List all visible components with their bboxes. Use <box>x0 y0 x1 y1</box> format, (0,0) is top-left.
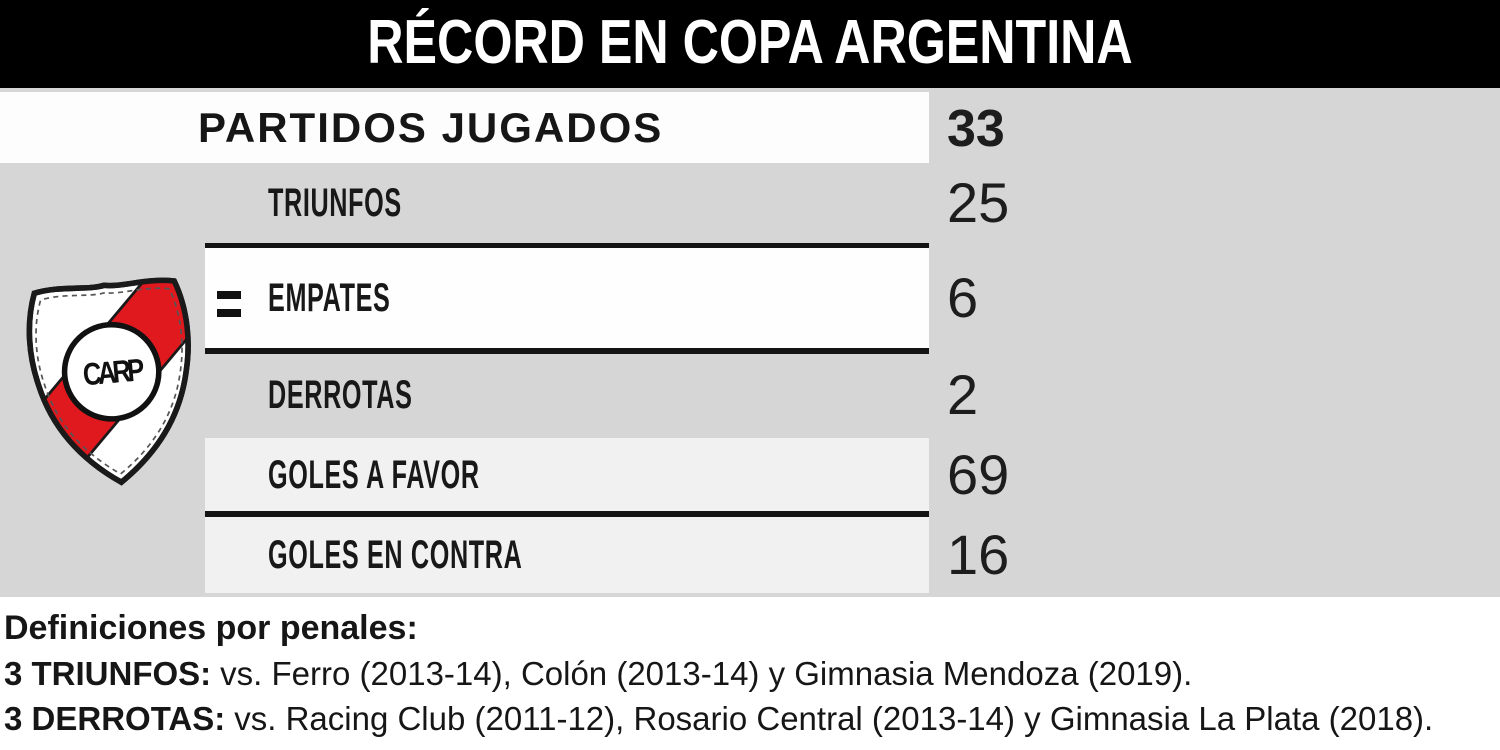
equals-icon-bar <box>217 309 241 317</box>
penalty-wins-text: vs. Ferro (2013-14), Colón (2013-14) y G… <box>220 655 1193 692</box>
stat-label-goles-en-contra: GOLES EN CONTRA <box>268 533 523 577</box>
stat-row-empates-labelwrap: EMPATES <box>268 276 462 320</box>
stat-label-triunfos: TRIUNFOS <box>268 181 402 225</box>
row-divider-line <box>205 511 929 517</box>
penalty-losses-lead: 3 DERROTAS: <box>4 700 226 737</box>
stat-row-goles-a-favor: GOLES A FAVOR <box>205 438 929 511</box>
stat-label-derrotas: DERROTAS <box>268 373 413 417</box>
stat-row-goles-a-favor-labelwrap: GOLES A FAVOR <box>268 453 604 497</box>
stat-label-empates: EMPATES <box>268 276 391 320</box>
stat-row-goles-en-contra-labelwrap: GOLES EN CONTRA <box>268 533 672 577</box>
river-plate-crest-svg: CARP <box>25 277 201 490</box>
stat-value-goles-en-contra: 16 <box>947 523 1010 586</box>
monogram-circle <box>61 321 162 422</box>
stat-value-partidos-jugados: 33 <box>947 100 1005 158</box>
title-bar: RÉCORD EN COPA ARGENTINA <box>0 0 1500 88</box>
penalty-wins-line: 3 TRIUNFOS: vs. Ferro (2013-14), Colón (2… <box>4 651 1500 696</box>
stat-value-derrotas: 2 <box>947 363 979 426</box>
equals-icon-bar <box>217 291 241 299</box>
page-title: RÉCORD EN COPA ARGENTINA <box>367 8 1133 77</box>
equals-icon <box>217 291 241 317</box>
stat-row-goles-en-contra: GOLES EN CONTRA <box>205 517 929 593</box>
stitching-line <box>35 287 183 475</box>
monogram-text: CARP <box>81 353 145 393</box>
stat-row-derrotas: DERROTAS <box>268 373 497 417</box>
penalty-losses-line: 3 DERROTAS: vs. Racing Club (2011-12), Ro… <box>4 696 1500 741</box>
stat-label-goles-a-favor: GOLES A FAVOR <box>268 452 480 497</box>
stat-label-partidos-jugados: PARTIDOS JUGADOS <box>198 104 664 151</box>
penalty-definitions-heading: Definiciones por penales: <box>4 609 418 647</box>
stat-value-goles-a-favor: 69 <box>947 443 1010 506</box>
river-plate-crest: CARP <box>11 264 214 497</box>
stat-row-triunfos: TRIUNFOS <box>268 181 480 225</box>
penalty-losses-text: vs. Racing Club (2011-12), Rosario Centr… <box>234 700 1434 737</box>
shield-outline <box>26 277 191 486</box>
penalty-wins-lead: 3 TRIUNFOS: <box>4 655 212 692</box>
stat-value-triunfos: 25 <box>947 171 1010 234</box>
stat-value-empates: 6 <box>947 266 979 329</box>
stat-row-partidos-jugados: PARTIDOS JUGADOS <box>0 92 929 163</box>
stat-row-empates: EMPATES <box>205 243 929 354</box>
penalty-definitions: Definiciones por penales: 3 TRIUNFOS: vs.… <box>4 606 1500 741</box>
